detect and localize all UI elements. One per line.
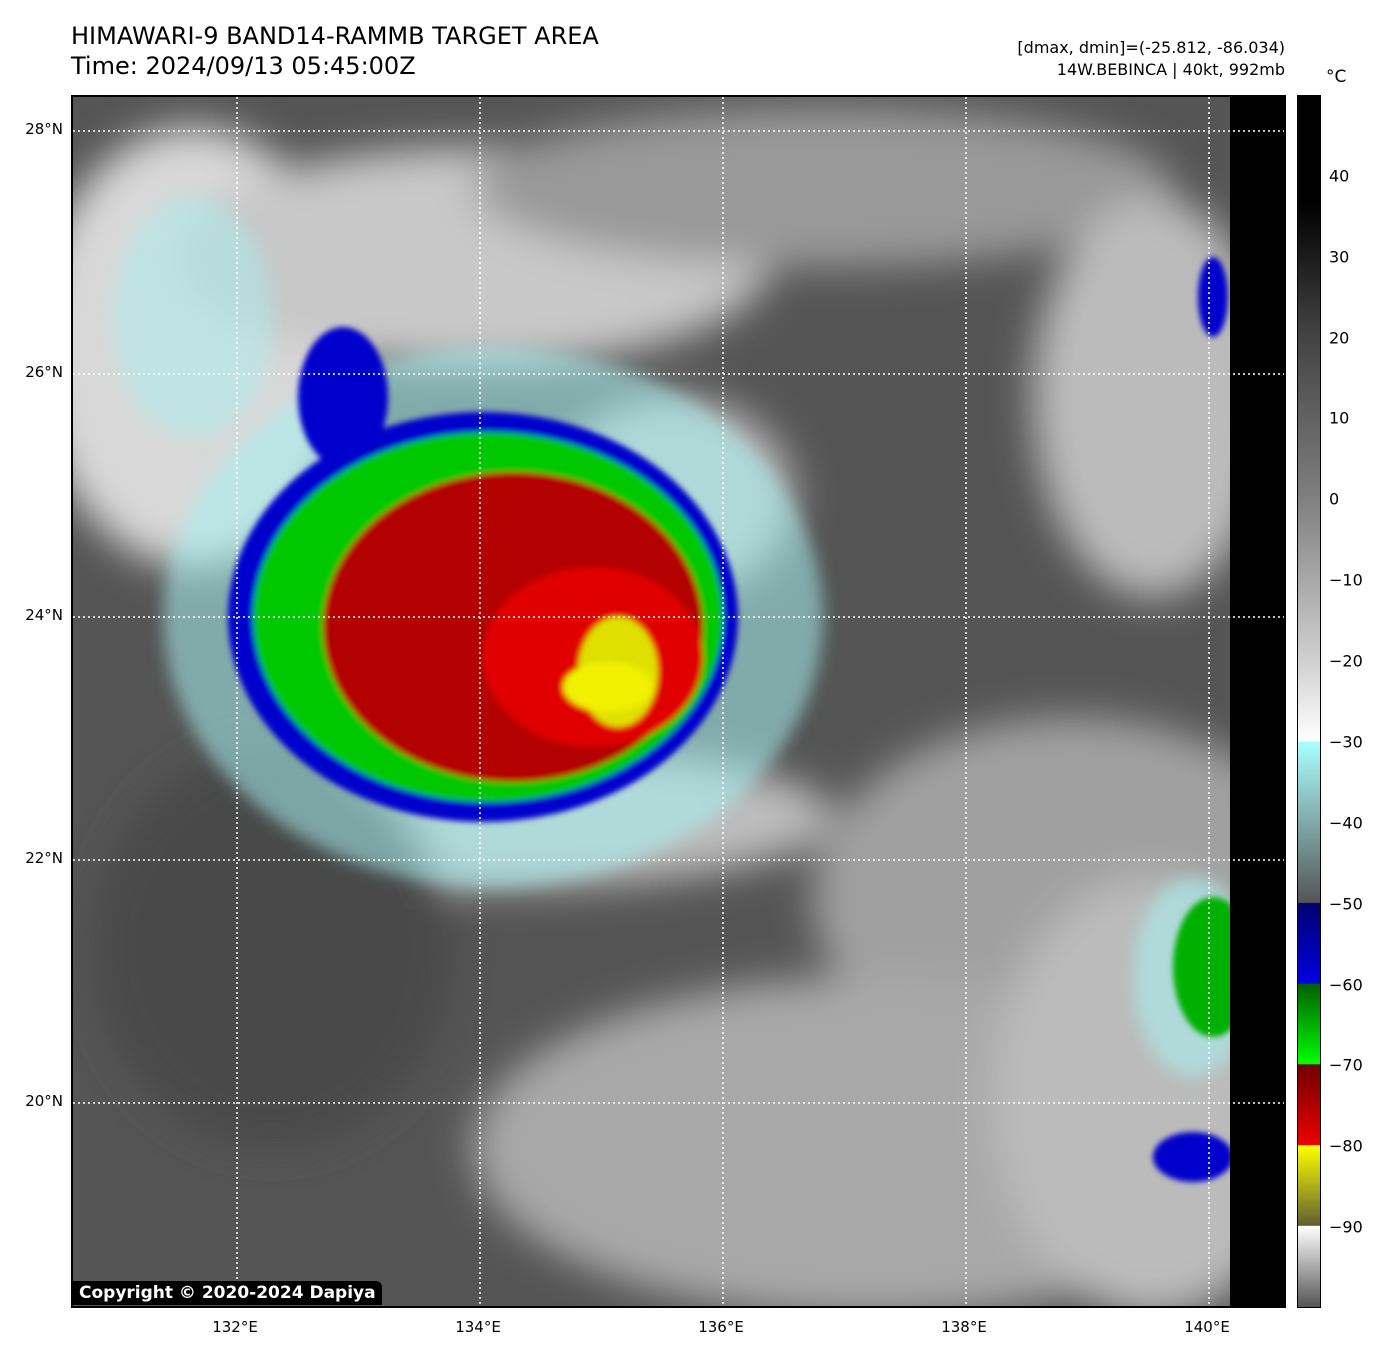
satellite-image: Copyright © 2020-2024 Dapiya [71,95,1286,1308]
storm-info: 14W.BEBINCA | 40kt, 992mb [1056,60,1285,79]
colorbar-tick: −30 [1329,732,1363,752]
lon-label: 138°E [941,1318,987,1336]
colorbar-tick: −90 [1329,1217,1363,1237]
colorbar-tick: −80 [1329,1136,1363,1156]
lat-label: 28°N [25,120,63,138]
satellite-imagery [73,97,1284,1306]
colorbar-tick: 0 [1329,489,1340,509]
colorbar-tick: −60 [1329,975,1363,995]
colorbar-tick: 30 [1329,247,1350,267]
colorbar-tick: −70 [1329,1055,1363,1075]
no-data-strip [1230,97,1284,1306]
graticule [73,97,1284,1306]
lat-label: 24°N [25,606,63,624]
lat-label: 22°N [25,849,63,867]
colorbar-tick: 40 [1329,166,1350,186]
map-title: HIMAWARI-9 BAND14-RAMMB TARGET AREA [71,22,599,50]
data-range: [dmax, dmin]=(-25.812, -86.034) [1017,38,1285,57]
copyright-label: Copyright © 2020-2024 Dapiya [73,1281,382,1305]
colorbar-tick: −40 [1329,813,1363,833]
lat-label: 20°N [25,1092,63,1110]
colorbar-tick: −50 [1329,894,1363,914]
colorbar-tick: −10 [1329,570,1363,590]
colorbar-tick: −20 [1329,651,1363,671]
colorbar-tick: 20 [1329,328,1350,348]
lon-label: 140°E [1184,1318,1230,1336]
colorbar-unit: °C [1326,67,1347,87]
lon-label: 136°E [698,1318,744,1336]
colorbar-tick: 10 [1329,408,1350,428]
lat-label: 26°N [25,363,63,381]
map-time: Time: 2024/09/13 05:45:00Z [71,52,416,80]
colorbar [1297,95,1321,1308]
lon-label: 132°E [212,1318,258,1336]
lon-label: 134°E [455,1318,501,1336]
